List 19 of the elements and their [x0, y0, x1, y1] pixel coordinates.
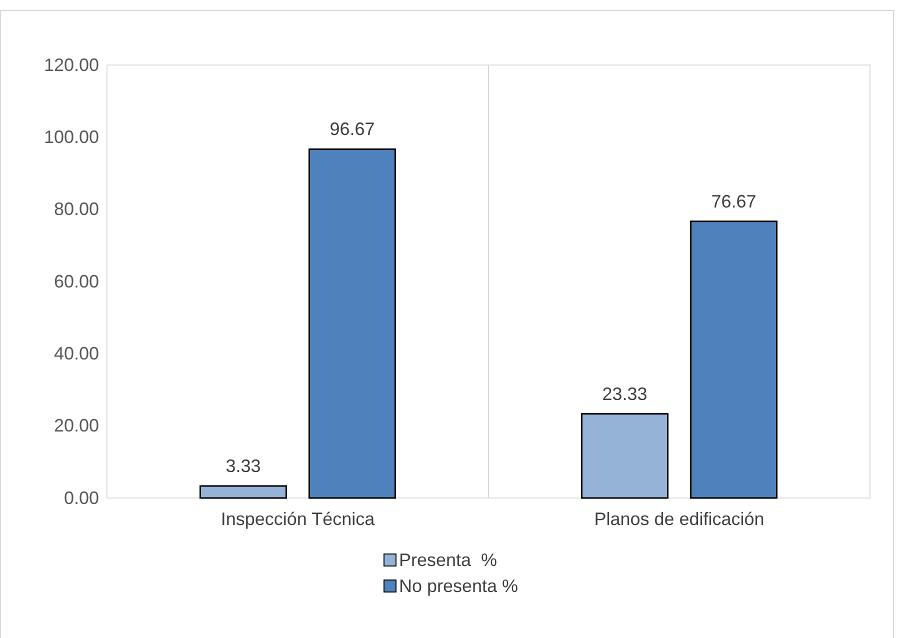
data-label: 96.67 [330, 119, 375, 140]
x-tick-label: Inspección Técnica [220, 508, 376, 529]
data-label: 76.67 [711, 191, 756, 212]
y-tick-label: 120.00 [44, 54, 99, 75]
bar [308, 148, 396, 499]
y-tick-label: 100.00 [44, 126, 99, 147]
bar [200, 485, 287, 499]
y-tick-label: 80.00 [54, 199, 99, 220]
y-tick-label: 0.00 [64, 488, 99, 508]
x-tick-label: Planos de edificación [594, 508, 764, 529]
legend-label: No presenta % [399, 576, 518, 596]
bar [690, 220, 778, 499]
data-label: 3.33 [226, 456, 261, 476]
y-tick-label: 40.00 [54, 343, 99, 364]
bar [581, 413, 668, 499]
y-tick-label: 20.00 [54, 416, 99, 436]
data-label: 23.33 [602, 384, 648, 404]
y-tick-label: 60.00 [54, 271, 99, 292]
legend-label: Presenta % [399, 550, 498, 570]
